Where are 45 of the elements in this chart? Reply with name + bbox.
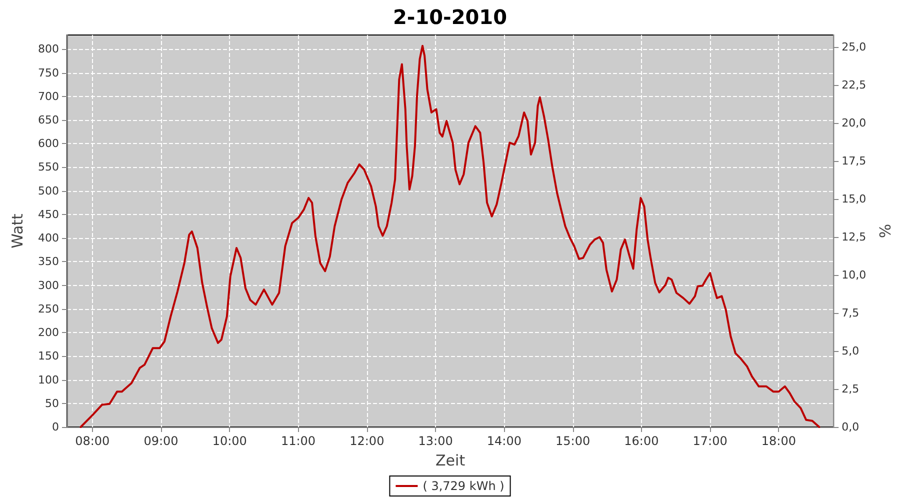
y2-tick-label: 17,5 — [842, 154, 866, 168]
y2-tick-label: 20,0 — [842, 116, 866, 130]
y2-tick-label: 15,0 — [842, 192, 866, 206]
x-tick-label: 16:00 — [624, 434, 659, 448]
y2-tick-label: 22,5 — [842, 78, 866, 92]
x-tick-label: 08:00 — [75, 434, 110, 448]
x-tick-label: 11:00 — [280, 434, 316, 448]
chart-title: 2-10-2010 — [392, 5, 508, 29]
y2-tick-label: 25,0 — [842, 40, 866, 54]
y2-tick-label: 7,5 — [842, 306, 860, 320]
x-tick-label: 09:00 — [144, 434, 178, 448]
y-tick-label: 600 — [38, 137, 59, 150]
y-tick-label: 250 — [38, 302, 59, 316]
x-tick-label: 17:00 — [692, 434, 728, 448]
y-tick-label: 650 — [38, 114, 59, 127]
y2-tick-label: 5,0 — [842, 344, 860, 358]
x-tick-label: 15:00 — [556, 434, 590, 448]
y-tick-label: 400 — [38, 232, 59, 245]
y2-tick-label: 10,0 — [842, 268, 866, 282]
y2-tick-label: 0,0 — [842, 420, 860, 434]
x-axis-title: Zeit — [436, 452, 466, 470]
y-tick-label: 800 — [38, 42, 59, 56]
y-tick-label: 150 — [38, 350, 59, 363]
y-tick-label: 350 — [38, 255, 59, 268]
y2-axis-title: % — [876, 224, 894, 238]
y-tick-label: 0 — [52, 420, 59, 434]
legend-label: ( 3,729 kWh ) — [422, 479, 504, 493]
y2-tick-label: 2,5 — [842, 382, 860, 396]
y2-tick-label: 12,5 — [842, 230, 866, 244]
line-series — [80, 44, 820, 428]
y-tick-label: 50 — [45, 396, 59, 410]
x-tick-label: 14:00 — [486, 434, 522, 448]
y-tick-label: 550 — [38, 160, 59, 174]
x-tick-label: 12:00 — [350, 434, 384, 448]
y-tick-label: 200 — [38, 326, 59, 340]
y-tick-label: 100 — [38, 373, 59, 386]
y-tick-label: 300 — [38, 278, 59, 292]
y-axis-title: Watt — [8, 213, 26, 248]
y-tick-label: 750 — [38, 66, 59, 80]
y-tick-label: 450 — [38, 208, 59, 221]
y-tick-label: 700 — [38, 90, 59, 103]
x-tick-label: 18:00 — [761, 434, 796, 448]
x-tick-label: 13:00 — [418, 434, 453, 448]
x-tick-label: 10:00 — [212, 434, 247, 448]
y-tick-label: 500 — [38, 184, 59, 198]
